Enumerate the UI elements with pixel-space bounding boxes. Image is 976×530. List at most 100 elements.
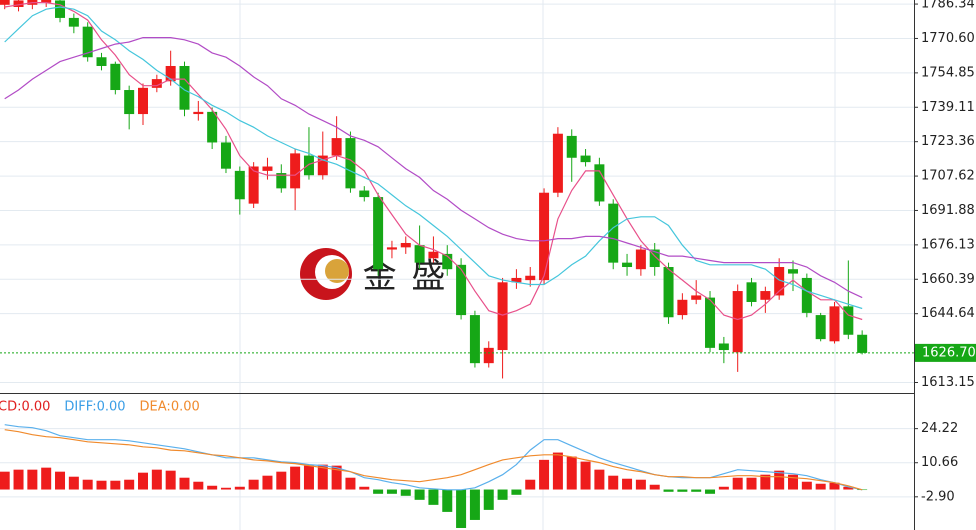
histogram-bar xyxy=(151,469,162,490)
histogram-bar xyxy=(317,464,328,490)
histogram-bar xyxy=(207,485,218,490)
candle-body xyxy=(760,291,771,300)
y-tick-label: 1660.39 xyxy=(921,272,975,287)
candle-body xyxy=(55,0,66,18)
candle-body xyxy=(317,155,328,176)
histogram-bar xyxy=(110,480,121,490)
histogram-bar xyxy=(760,474,771,490)
histogram-bar xyxy=(290,466,301,490)
candle-body xyxy=(179,65,190,110)
y-tick-label: 1770.60 xyxy=(921,31,975,46)
histogram-bar xyxy=(0,471,10,490)
histogram-bar xyxy=(331,465,342,490)
histogram-bar xyxy=(497,489,508,500)
histogram-bar xyxy=(41,467,52,490)
candle-body xyxy=(815,315,826,340)
candle-body xyxy=(843,306,854,335)
histogram-bar xyxy=(608,475,619,490)
histogram-bar xyxy=(552,452,563,490)
candle-body xyxy=(552,133,563,193)
histogram-bar xyxy=(276,471,287,490)
histogram-bar xyxy=(373,489,384,494)
candle-body xyxy=(345,138,356,189)
candle-body xyxy=(705,297,716,348)
candle-body xyxy=(386,247,397,250)
histogram-bar xyxy=(677,489,688,492)
candle-body xyxy=(469,315,480,364)
last-price-box xyxy=(915,343,976,362)
candle-body xyxy=(622,262,633,268)
histogram-bar xyxy=(801,481,812,490)
y-tick-label: 24.22 xyxy=(921,421,958,436)
histogram-bar xyxy=(456,489,467,528)
y-tick-label: 1723.36 xyxy=(921,134,975,149)
histogram-bar xyxy=(843,486,854,490)
candle-body xyxy=(857,334,868,353)
histogram-bar xyxy=(27,469,38,490)
histogram-bar xyxy=(55,471,66,490)
y-tick-label: 1707.62 xyxy=(921,169,975,184)
candle-body xyxy=(483,347,494,364)
last-price-label: 1626.70 xyxy=(922,345,976,360)
histogram-bar xyxy=(746,477,757,490)
histogram-bar xyxy=(663,489,674,492)
candle-body xyxy=(649,249,660,268)
indicator-label: DEA:0.00 xyxy=(140,400,200,415)
candle-body xyxy=(13,0,24,7)
macd-line xyxy=(4,429,863,491)
candle-body xyxy=(608,203,619,263)
y-tick-label: 10.66 xyxy=(921,455,958,470)
histogram-bar xyxy=(580,461,591,490)
candle-body xyxy=(165,65,176,82)
candle-body xyxy=(442,253,453,270)
candle-body xyxy=(788,269,799,274)
histogram-bar xyxy=(345,477,356,490)
histogram-bar xyxy=(718,486,729,490)
candle-body xyxy=(331,138,342,156)
histogram-bar xyxy=(179,477,190,490)
histogram-bar xyxy=(815,483,826,490)
candle-body xyxy=(290,153,301,189)
candle-body xyxy=(774,267,785,296)
indicator-label: DIFF:0.00 xyxy=(64,400,125,415)
histogram-bar xyxy=(442,489,453,512)
candle-body xyxy=(248,166,259,204)
ma-line xyxy=(4,2,863,321)
y-tick-label: 1786.34 xyxy=(921,0,975,12)
histogram-bar xyxy=(829,482,840,490)
histogram-bar xyxy=(96,480,107,490)
candle-body xyxy=(456,264,467,316)
macd-line xyxy=(4,424,863,491)
histogram-bar xyxy=(788,474,799,490)
histogram-bar xyxy=(303,465,314,490)
candle-body xyxy=(41,0,52,3)
histogram-bar xyxy=(525,479,536,490)
histogram-bar xyxy=(483,489,494,510)
histogram-bar xyxy=(359,486,370,490)
histogram-bar xyxy=(165,470,176,490)
candle-body xyxy=(68,17,79,27)
histogram-bar xyxy=(386,489,397,494)
candle-body xyxy=(718,343,729,351)
histogram-bar xyxy=(732,477,743,490)
histogram-bar xyxy=(511,489,522,495)
candle-body xyxy=(428,251,439,259)
histogram-bar xyxy=(594,469,605,490)
candle-body xyxy=(539,192,550,281)
candle-body xyxy=(276,173,287,189)
histogram-bar xyxy=(13,469,24,490)
candle-body xyxy=(138,87,148,115)
logo-coin xyxy=(325,259,349,283)
candle-body xyxy=(511,277,522,283)
candle-body xyxy=(566,135,577,158)
histogram-bar xyxy=(414,489,425,500)
candle-body xyxy=(151,79,162,88)
histogram-bar xyxy=(138,472,148,490)
histogram-bar xyxy=(68,476,79,490)
candle-body xyxy=(124,90,135,115)
candle-body xyxy=(359,190,370,198)
histogram-bar xyxy=(82,479,93,490)
histogram-bar xyxy=(705,489,716,494)
